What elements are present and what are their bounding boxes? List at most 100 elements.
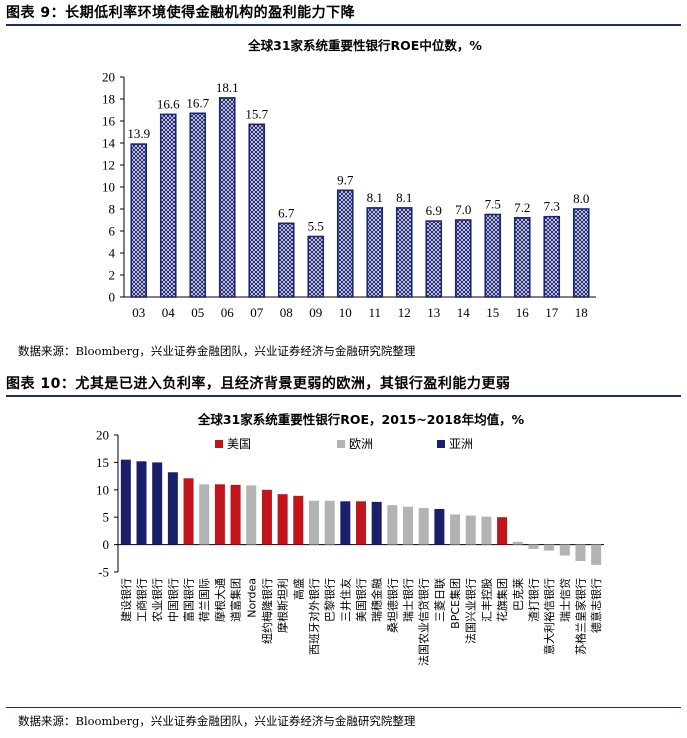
bar bbox=[307, 235, 325, 298]
x-tick-label: 富国银行 bbox=[182, 578, 196, 622]
x-tick-label: 瑞穗金融 bbox=[370, 578, 384, 622]
bar bbox=[218, 97, 236, 298]
x-tick-label: 工商银行 bbox=[135, 578, 149, 622]
x-tick-label: 巴黎银行 bbox=[323, 578, 337, 622]
bar bbox=[575, 544, 586, 562]
y-tick-label: 4 bbox=[109, 246, 116, 261]
bar bbox=[356, 501, 366, 545]
chart-title: 全球31家系统重要性银行ROE，2015~2018年均值，% bbox=[197, 412, 525, 427]
bar bbox=[183, 478, 194, 545]
x-tick-label: 意大利裕信银行 bbox=[542, 578, 556, 655]
data-label: 7.5 bbox=[485, 197, 501, 212]
y-tick-label: 15 bbox=[96, 455, 109, 470]
x-tick-label: 瑞士信贷 bbox=[558, 578, 572, 622]
x-tick-label: 09 bbox=[309, 305, 322, 320]
x-tick-label: 建设银行 bbox=[119, 578, 133, 622]
x-tick-label: 巴克莱 bbox=[512, 578, 525, 611]
bar bbox=[513, 217, 531, 298]
bar bbox=[277, 222, 295, 298]
x-tick-label: 桑坦德银行 bbox=[385, 578, 399, 633]
y-tick-label: 14 bbox=[102, 136, 116, 151]
figure10-bottom-rule bbox=[6, 707, 681, 708]
figure10-title: 图表 10：尤其是已进入负利率，且经济背景更弱的欧洲，其银行盈利能力更弱 bbox=[6, 376, 511, 392]
y-tick-label: 16 bbox=[102, 114, 116, 129]
legend-label: 亚洲 bbox=[449, 437, 473, 451]
bar bbox=[484, 213, 502, 298]
x-tick-label: 德意志银行 bbox=[589, 578, 603, 633]
x-tick-label: 18 bbox=[575, 305, 588, 320]
bar bbox=[559, 544, 570, 556]
bar bbox=[130, 143, 148, 298]
x-tick-label: 10 bbox=[339, 305, 352, 320]
data-label: 5.5 bbox=[308, 219, 324, 234]
x-tick-label: 三井住友 bbox=[338, 578, 352, 622]
bar bbox=[214, 484, 225, 545]
x-tick-label: 15 bbox=[486, 305, 499, 320]
x-tick-label: 06 bbox=[221, 305, 235, 320]
data-label: 13.9 bbox=[127, 126, 150, 141]
data-label: 7.3 bbox=[544, 199, 560, 214]
x-tick-label: 14 bbox=[457, 305, 471, 320]
bar bbox=[481, 516, 492, 545]
x-tick-label: 摩根斯坦利 bbox=[276, 578, 290, 633]
bar bbox=[199, 484, 210, 545]
bar bbox=[261, 489, 272, 545]
x-tick-label: 13 bbox=[427, 305, 440, 320]
bar bbox=[403, 506, 414, 545]
data-label: 6.9 bbox=[426, 203, 442, 218]
bar bbox=[454, 219, 472, 298]
bar bbox=[152, 462, 163, 545]
bar bbox=[336, 189, 354, 298]
x-tick-label: 三菱日联 bbox=[433, 578, 446, 622]
x-tick-label: 16 bbox=[516, 305, 530, 320]
legend-label: 欧洲 bbox=[349, 437, 373, 451]
chart-title: 全球31家系统重要性银行ROE中位数，% bbox=[247, 38, 482, 53]
y-tick-label: 10 bbox=[102, 180, 115, 195]
data-label: 16.7 bbox=[186, 95, 209, 110]
x-tick-label: 05 bbox=[191, 305, 204, 320]
bar bbox=[248, 123, 266, 298]
figure9-title: 图表 9：长期低利率环境使得金融机构的盈利能力下降 bbox=[6, 5, 356, 21]
bar bbox=[277, 494, 288, 545]
x-tick-label: 11 bbox=[368, 305, 381, 320]
y-tick-label: 12 bbox=[102, 158, 115, 173]
data-label: 18.1 bbox=[216, 80, 239, 95]
bar bbox=[418, 507, 429, 545]
bar bbox=[136, 461, 147, 545]
legend-swatch bbox=[337, 440, 345, 448]
bar bbox=[159, 113, 177, 298]
roe-median-chart: 全球31家系统重要性银行ROE中位数，% 0 2 4 6 8 10 12 14 16 18 20 13.… bbox=[102, 38, 596, 320]
bar bbox=[544, 544, 555, 551]
x-tick-label: 纽约梅隆银行 bbox=[260, 578, 274, 644]
x-tick-label: 瑞士银行 bbox=[401, 578, 415, 622]
y-tick-label: 2 bbox=[109, 268, 116, 283]
y-tick-label: 0 bbox=[109, 290, 116, 305]
y-tick-label: 18 bbox=[102, 92, 115, 107]
bar bbox=[324, 500, 335, 545]
bar bbox=[543, 215, 561, 298]
x-tick-label: 07 bbox=[250, 305, 264, 320]
roe-average-chart: 全球31家系统重要性银行ROE，2015~2018年均值，% -5 0 5 10 15 20… bbox=[96, 412, 604, 666]
bar bbox=[572, 208, 590, 298]
bar bbox=[528, 544, 539, 549]
legend-swatch bbox=[437, 440, 445, 448]
bar bbox=[395, 207, 413, 298]
data-label: 7.2 bbox=[514, 200, 530, 215]
y-tick-label: 8 bbox=[109, 202, 116, 217]
bar bbox=[246, 485, 257, 545]
figure9-title-rule bbox=[6, 24, 681, 26]
x-tick-label: 花旗集团 bbox=[495, 578, 509, 622]
y-tick-label: 5 bbox=[103, 510, 110, 525]
x-tick-label: 法国兴业银行 bbox=[464, 578, 478, 644]
bar bbox=[387, 505, 398, 545]
x-tick-label: Nordea bbox=[245, 578, 258, 618]
x-tick-label: BPCE集团 bbox=[448, 578, 462, 629]
y-tick-label: 0 bbox=[103, 537, 110, 552]
bar bbox=[230, 484, 241, 545]
y-tick-label: 20 bbox=[102, 70, 115, 85]
y-tick-label: -5 bbox=[98, 565, 109, 580]
figure9-source: 数据来源：Bloomberg，兴业证券金融团队，兴业证券经济与金融研究院整理 bbox=[18, 344, 416, 358]
y-tick-label: 20 bbox=[96, 428, 109, 443]
data-label: 8.1 bbox=[396, 190, 412, 205]
x-tick-label: 中国银行 bbox=[166, 578, 180, 622]
